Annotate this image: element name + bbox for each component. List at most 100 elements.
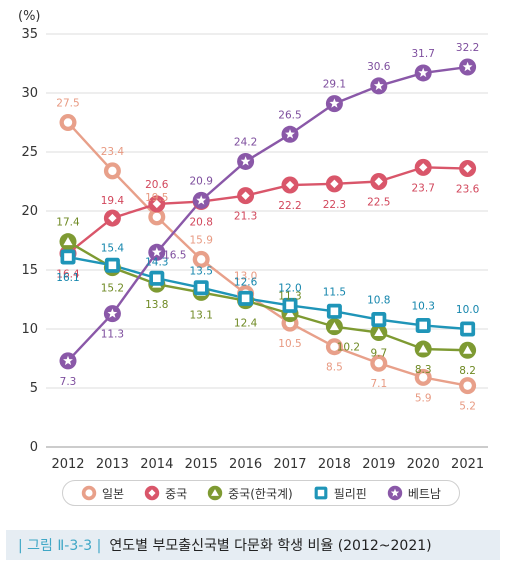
marker (387, 485, 403, 501)
legend-marker-icon (314, 486, 328, 500)
data-label: 13.0 (234, 271, 257, 283)
data-label: 31.7 (412, 48, 435, 60)
y-axis: 0 5 10 15 20 25 30 35 (21, 27, 38, 455)
data-label: 20.9 (190, 175, 213, 187)
figure-title: 연도별 부모출신국별 다문화 학생 비율 (2012~2021) (109, 538, 432, 554)
marker (148, 243, 166, 261)
marker (148, 195, 166, 213)
legend-marker-icon (81, 485, 97, 501)
marker (282, 297, 298, 313)
data-label: 11.3 (278, 291, 301, 303)
marker (103, 305, 121, 323)
legend-item: 필리핀 (313, 485, 367, 502)
data-label: 15.9 (190, 234, 213, 246)
marker (237, 152, 255, 170)
marker (325, 175, 343, 193)
marker (149, 270, 165, 286)
y-tick-label: 15 (21, 263, 38, 278)
marker (237, 187, 255, 205)
marker (192, 191, 210, 209)
data-label: 26.5 (278, 109, 301, 121)
data-label: 10.3 (412, 300, 435, 312)
x-tick-label: 2017 (273, 457, 306, 470)
data-label: 27.5 (56, 98, 79, 110)
data-label: 16.4 (56, 268, 80, 280)
series-line (67, 65, 468, 362)
data-label: 19.5 (145, 192, 168, 204)
marker (104, 257, 120, 273)
x-tick-label: 2014 (140, 457, 173, 470)
marker (325, 95, 343, 113)
data-label: 10.2 (337, 342, 360, 354)
figure-caption: | 그림 Ⅱ-3-3 | 연도별 부모출신국별 다문화 학생 비율 (2012~… (6, 530, 500, 560)
legend-label: 중국 (165, 486, 188, 501)
data-label: 22.2 (278, 200, 301, 212)
marker (414, 340, 432, 358)
data-label: 16.5 (163, 249, 186, 261)
data-label: 11.5 (323, 286, 346, 298)
marker (60, 249, 76, 265)
data-label: 5.9 (415, 392, 432, 404)
marker (459, 341, 477, 359)
data-label: 16.1 (56, 272, 79, 284)
data-label: 14.3 (145, 256, 168, 268)
x-tick-label: 2013 (96, 457, 129, 470)
marker (193, 280, 209, 296)
marker (370, 77, 388, 95)
data-label: 12.4 (234, 318, 258, 330)
data-label: 29.1 (323, 79, 346, 91)
legend-item: 일본 (81, 485, 124, 502)
data-label: 22.5 (367, 197, 390, 209)
data-label: 23.6 (456, 184, 480, 196)
data-label: 10.0 (456, 304, 479, 316)
data-label: 30.6 (367, 61, 391, 73)
y-tick-label: 20 (21, 204, 38, 219)
legend-marker-icon (144, 485, 160, 501)
data-label: 23.7 (412, 182, 435, 194)
legend-marker-icon (207, 485, 223, 501)
y-tick-label: 10 (21, 322, 38, 337)
data-label: 12.6 (234, 276, 258, 288)
marker (59, 114, 77, 131)
y-tick-label: 0 (30, 440, 38, 455)
marker (415, 317, 431, 333)
data-label: 20.6 (145, 179, 169, 191)
y-tick-label: 25 (21, 145, 38, 160)
series-line (67, 240, 468, 352)
data-label: 17.4 (56, 217, 80, 229)
x-tick-label: 2020 (407, 457, 440, 470)
x-tick-label: 2015 (185, 457, 218, 470)
data-label: 8.5 (326, 362, 343, 374)
marker (370, 173, 388, 190)
marker (59, 352, 77, 370)
marker (459, 160, 477, 178)
data-label: 12.0 (278, 282, 301, 294)
marker (207, 485, 223, 501)
marker (103, 162, 121, 180)
marker (326, 303, 342, 319)
data-label: 15.4 (101, 242, 125, 254)
y-tick-label: 5 (30, 381, 38, 396)
legend-item: 중국(한국계) (207, 485, 293, 502)
marker (371, 312, 387, 328)
marker (238, 290, 254, 306)
data-label: 20.8 (190, 217, 213, 229)
data-label: 7.1 (370, 378, 387, 390)
marker (325, 338, 343, 356)
data-label: 13.8 (145, 299, 168, 311)
data-label: 11.3 (101, 329, 124, 341)
data-label: 13.5 (190, 266, 213, 278)
legend-label: 베트남 (407, 486, 441, 501)
marker (370, 354, 388, 372)
series-line (67, 121, 468, 387)
marker (459, 58, 477, 76)
marker (192, 250, 210, 268)
marker (81, 485, 97, 501)
marker (314, 486, 328, 500)
legend-label: 일본 (101, 486, 125, 501)
y-tick-label: 35 (21, 27, 38, 42)
marker (414, 64, 432, 82)
marker (325, 318, 343, 336)
data-label: 5.2 (459, 401, 476, 413)
data-label: 32.2 (456, 42, 479, 54)
